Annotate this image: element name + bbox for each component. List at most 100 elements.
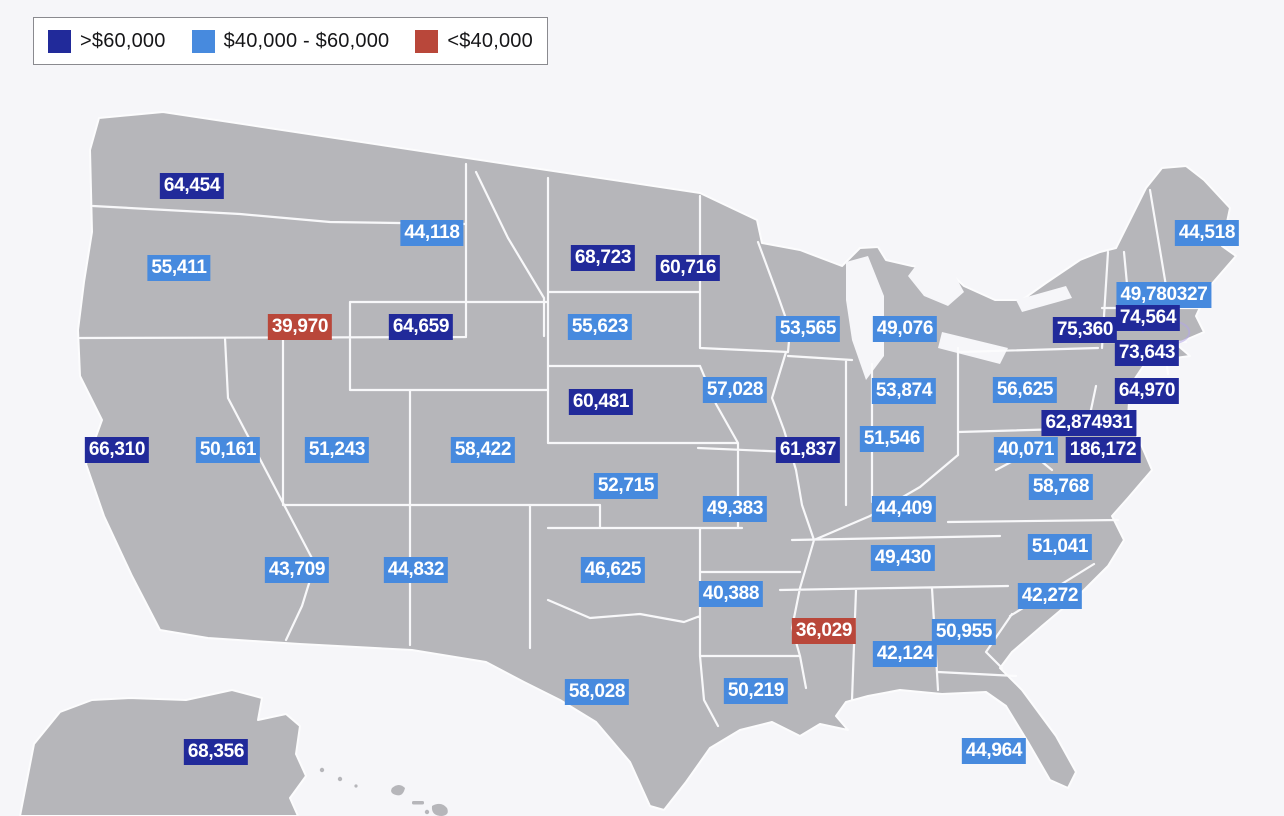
state-value-text: 43,709: [268, 559, 326, 580]
state-value-text: 44,964: [965, 740, 1023, 761]
legend-item: <$40,000: [415, 29, 533, 53]
california-value-label: 66,310: [84, 437, 150, 463]
lake-michigan: [846, 256, 884, 380]
connecticut-value-label: 73,643: [1114, 340, 1180, 366]
georgia-value-label: 50,955: [931, 619, 997, 645]
state-value-text: 58,028: [568, 681, 626, 702]
new-york-value-label: 75,360: [1052, 317, 1118, 343]
state-value-text: 68,356: [187, 741, 245, 762]
lake-huron: [908, 260, 964, 306]
state-value-text: 68,723: [574, 247, 632, 268]
lake-ontario: [1016, 286, 1072, 312]
state-value-text: 50,219: [727, 680, 785, 701]
state-value-text: 51,546: [863, 428, 921, 449]
arizona-value-label: 43,709: [264, 557, 330, 583]
state-value-text: 57,028: [706, 379, 764, 400]
legend-item: $40,000 - $60,000: [191, 29, 390, 53]
state-value-text: 50,161: [199, 439, 257, 460]
state-value-text: 55,411: [151, 257, 207, 278]
pennsylvania-value-label: 56,625: [992, 377, 1058, 403]
nebraska-value-label: 60,481: [568, 389, 634, 415]
ohio-value-label: 53,874: [871, 378, 937, 404]
new-mexico-value-label: 44,832: [383, 557, 449, 583]
nevada-value-label: 50,161: [195, 437, 261, 463]
alabama-value-label: 42,124: [872, 641, 938, 667]
texas-value-label: 58,028: [564, 679, 630, 705]
state-value-text: 44,832: [387, 559, 445, 580]
state-value-text: 186,172: [1069, 439, 1137, 460]
legend-label: >$60,000: [80, 29, 166, 52]
tennessee-value-label: 49,430: [870, 545, 936, 571]
state-value-text: 58,768: [1032, 476, 1090, 497]
kentucky-value-label: 44,409: [871, 496, 937, 522]
state-value-text: 52,715: [597, 475, 655, 496]
louisiana-value-label: 50,219: [723, 678, 789, 704]
state-value-text: 64,659: [392, 316, 450, 337]
vermont-new-hampshire-value-label: 49,780327: [1116, 282, 1212, 308]
iowa-value-label: 57,028: [702, 377, 768, 403]
north-carolina-value-label: 51,041: [1027, 534, 1093, 560]
legend-item: >$60,000: [48, 29, 166, 53]
alaska-shape: [19, 689, 307, 816]
state-value-text: 74,564: [1119, 307, 1177, 328]
illinois-value-label: 61,837: [775, 437, 841, 463]
wisconsin-value-label: 53,565: [775, 316, 841, 342]
state-value-text: 49,430: [874, 547, 932, 568]
state-value-text: 49,383: [706, 498, 764, 519]
new-jersey-area-value-label: 62,874931: [1041, 410, 1137, 436]
legend: >$60,000 $40,000 - $60,000 <$40,000: [33, 17, 548, 65]
state-value-text: 73,643: [1118, 342, 1176, 363]
state-value-text: 60,716: [659, 257, 717, 278]
state-value-text: 40,071: [997, 439, 1055, 460]
colorado-value-label: 58,422: [450, 437, 516, 463]
lake-erie: [938, 332, 1008, 364]
state-value-text: 42,272: [1021, 585, 1079, 606]
west-virginia-value-label: 40,071: [993, 437, 1059, 463]
south-carolina-value-label: 42,272: [1017, 583, 1083, 609]
state-value-text: 58,422: [454, 439, 512, 460]
state-value-text: 40,388: [702, 583, 760, 604]
missouri-value-label: 49,383: [702, 496, 768, 522]
north-dakota-value-label: 68,723: [570, 245, 636, 271]
rhode-island-value-label: 64,970: [1114, 378, 1180, 404]
great-lakes: [846, 256, 1072, 380]
state-value-text: 44,409: [875, 498, 933, 519]
indiana-value-label: 51,546: [859, 426, 925, 452]
state-value-text: 42,124: [876, 643, 934, 664]
virginia-value-label: 58,768: [1028, 474, 1094, 500]
hawaii-islands: [391, 785, 448, 816]
massachusetts-value-label: 74,564: [1115, 305, 1181, 331]
state-value-text: 61,837: [779, 439, 837, 460]
utah-value-label: 51,243: [304, 437, 370, 463]
state-value-text: 66,310: [88, 439, 146, 460]
state-value-text: 55,623: [571, 316, 629, 337]
legend-swatch: [48, 29, 71, 53]
oklahoma-value-label: 46,625: [580, 557, 646, 583]
state-value-text: 64,454: [163, 175, 221, 196]
state-value-text: 44,518: [1178, 222, 1236, 243]
maine-value-label: 44,518: [1174, 220, 1240, 246]
alaska-islands: [319, 767, 358, 788]
florida-value-label: 44,964: [961, 738, 1027, 764]
alaska-value-label: 68,356: [183, 739, 249, 765]
state-value-text: 56,625: [996, 379, 1054, 400]
state-value-text: 39,970: [271, 316, 329, 337]
state-value-text: 50,955: [935, 621, 993, 642]
wyoming-value-label: 64,659: [388, 314, 454, 340]
legend-swatch: [191, 29, 215, 53]
state-value-text: 62,874931: [1045, 412, 1133, 433]
state-value-text: 46,625: [584, 559, 642, 580]
state-value-text: 53,874: [875, 380, 933, 401]
oregon-value-label: 55,411: [147, 255, 211, 281]
mississippi-value-label: 36,029: [791, 618, 857, 644]
montana-value-label: 44,118: [400, 220, 464, 246]
legend-swatch: [415, 29, 439, 53]
state-value-text: 75,360: [1056, 319, 1114, 340]
minnesota-value-label: 60,716: [655, 255, 721, 281]
state-value-text: 53,565: [779, 318, 837, 339]
state-value-text: 51,243: [308, 439, 366, 460]
state-value-text: 51,041: [1031, 536, 1089, 557]
state-value-text: 64,970: [1118, 380, 1176, 401]
legend-label: <$40,000: [447, 29, 533, 52]
